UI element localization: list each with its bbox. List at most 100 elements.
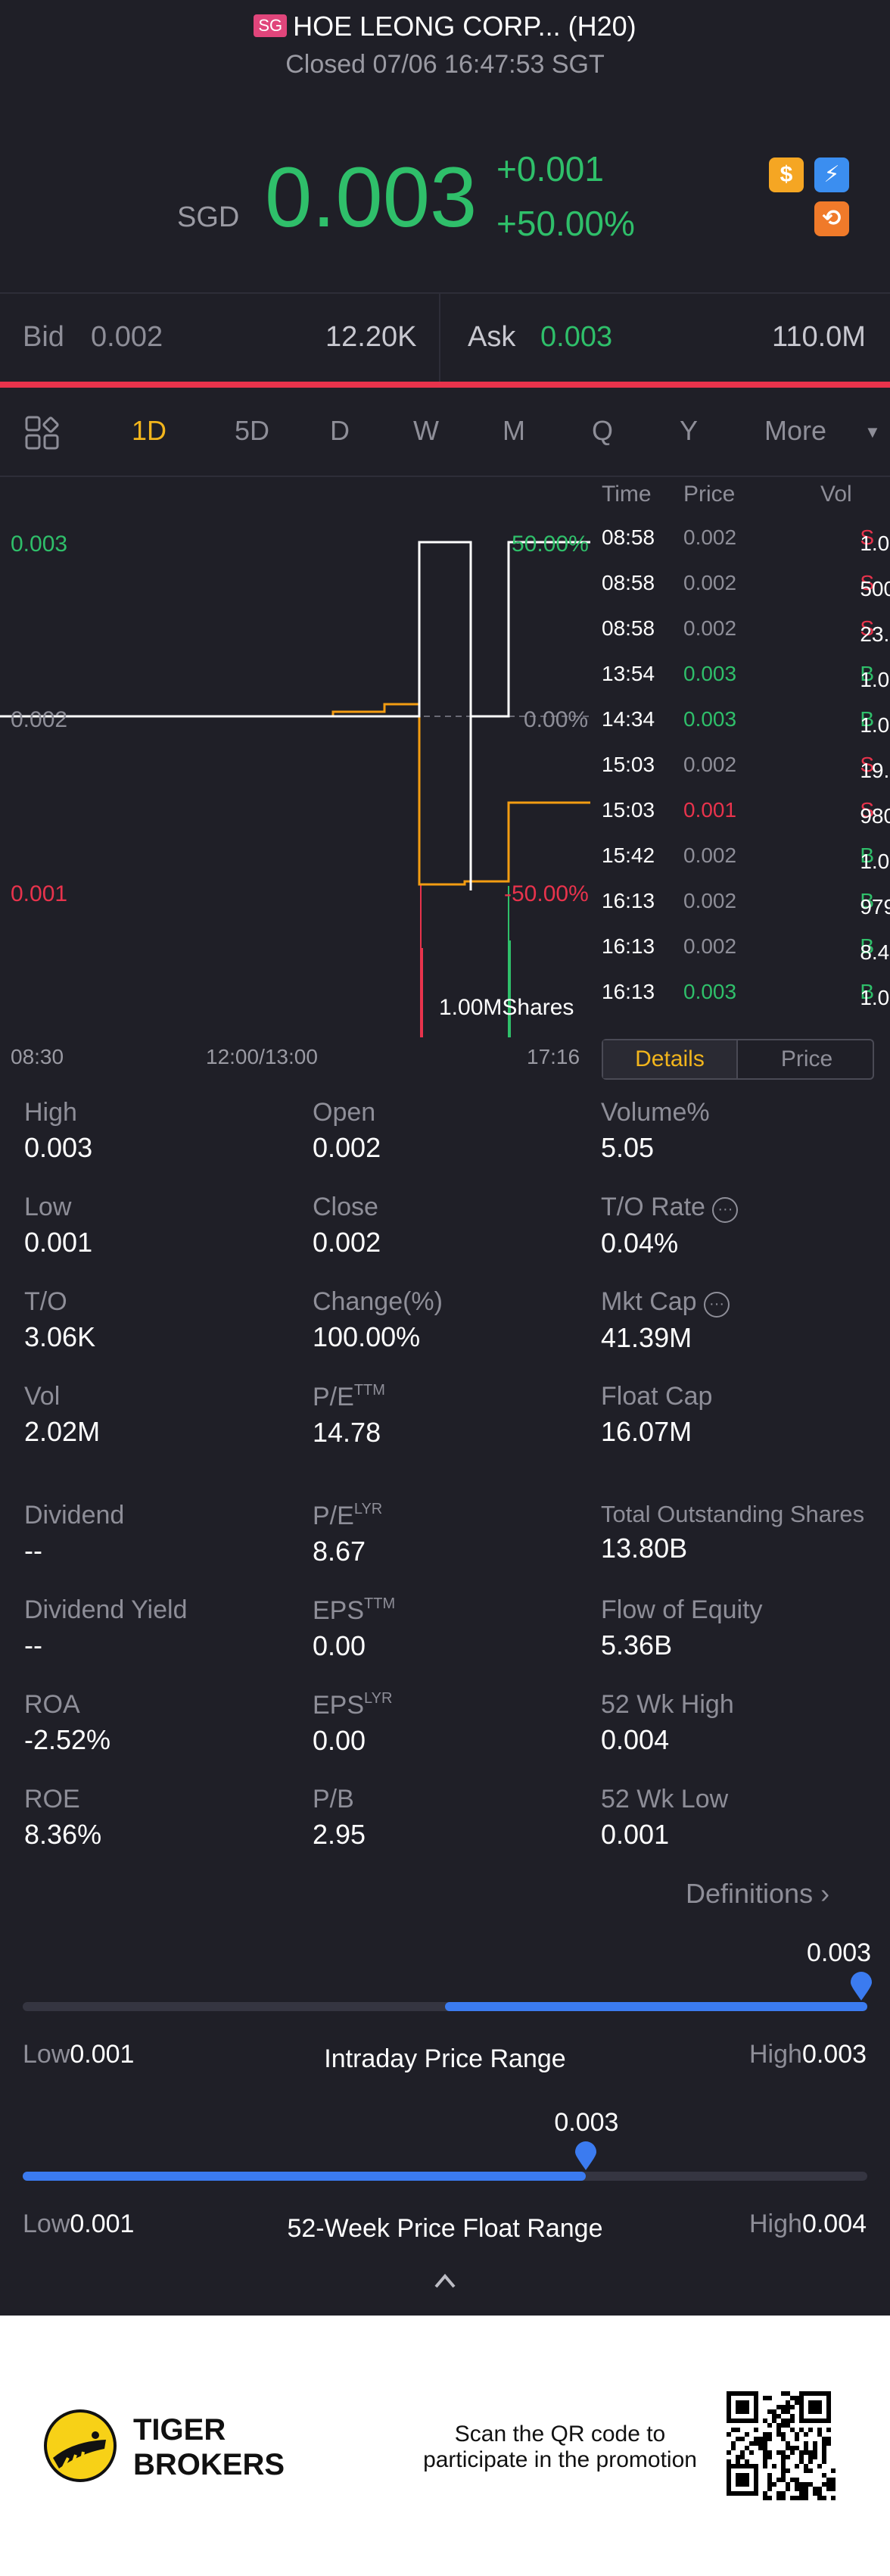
ask-label: Ask bbox=[468, 321, 516, 353]
trade-time: 08:58 bbox=[602, 525, 655, 549]
tab-m[interactable]: M bbox=[503, 415, 525, 446]
trade-price: 0.001 bbox=[683, 798, 737, 822]
stat-52wk-low: 52 Wk Low 0.001 bbox=[601, 1785, 729, 1850]
volume-bar bbox=[421, 948, 423, 1037]
bid-price: 0.002 bbox=[91, 321, 163, 353]
period-tabs: 1D 5D D W M Q Y More ▼ bbox=[0, 392, 890, 474]
trades-header-time: Time bbox=[602, 482, 652, 507]
definitions-link[interactable]: Definitions › bbox=[686, 1878, 830, 1909]
stat-dividend: Dividend -- bbox=[24, 1501, 125, 1566]
trade-row: 16:13 0.003 1.00KB bbox=[602, 974, 890, 1019]
chevron-down-icon[interactable]: ▼ bbox=[864, 423, 881, 441]
trade-time: 08:58 bbox=[602, 571, 655, 594]
trade-row: 08:58 0.002 1.00KS bbox=[602, 519, 890, 565]
ask-size: 110.0M bbox=[772, 321, 866, 353]
week52-current-label: 0.003 bbox=[554, 2108, 619, 2137]
trade-vol: 980.4KS bbox=[860, 798, 890, 828]
chevron-up-icon[interactable] bbox=[433, 2272, 457, 2290]
lightning-icon[interactable]: ⚡ bbox=[814, 157, 849, 192]
grid-layout-icon[interactable] bbox=[24, 415, 61, 451]
tab-1d[interactable]: 1D bbox=[132, 415, 167, 446]
trade-price: 0.002 bbox=[683, 753, 737, 776]
tab-d[interactable]: D bbox=[330, 415, 350, 446]
average-price-line bbox=[0, 703, 590, 886]
market-status: Closed 07/06 16:47:53 SGT bbox=[285, 50, 605, 79]
stat-dividend-yield: Dividend Yield -- bbox=[24, 1595, 188, 1661]
trade-time: 08:58 bbox=[602, 616, 655, 640]
trade-row: 16:13 0.002 8.40KB bbox=[602, 928, 890, 974]
tab-q[interactable]: Q bbox=[592, 415, 614, 446]
y-tick-low: 0.001 bbox=[11, 881, 68, 906]
intraday-current-label: 0.003 bbox=[807, 1938, 872, 1967]
trade-time: 14:34 bbox=[602, 707, 655, 731]
trade-row: 08:58 0.002 23.90KS bbox=[602, 610, 890, 656]
divider bbox=[0, 292, 890, 294]
trade-row: 08:58 0.002 500 S bbox=[602, 565, 890, 610]
volume-max-label: 1.00MShares bbox=[439, 995, 574, 1020]
stat-pe-ttm: P/ETTM 14.78 bbox=[313, 1382, 385, 1448]
tab-price[interactable]: Price bbox=[780, 1046, 833, 1071]
intraday-chart[interactable] bbox=[0, 477, 598, 1037]
trade-vol: 23.90KS bbox=[860, 616, 890, 646]
stat-to: T/O 3.06K bbox=[24, 1287, 96, 1352]
chevron-right-icon: › bbox=[820, 1878, 830, 1909]
currency-label: SGD bbox=[177, 201, 240, 233]
dollar-icon[interactable]: $ bbox=[769, 157, 804, 192]
location-pin-icon bbox=[575, 2141, 597, 2170]
tab-more[interactable]: More bbox=[764, 415, 827, 446]
trade-price: 0.002 bbox=[683, 844, 737, 867]
trade-row: 14:34 0.003 1.00KB bbox=[602, 701, 890, 747]
info-icon[interactable]: ··· bbox=[704, 1292, 730, 1318]
bid-ask-bar: Bid 0.002 12.20K Ask 0.003 110.0M bbox=[0, 294, 890, 383]
brand-name: TIGER BROKERS bbox=[133, 2413, 285, 2481]
trade-price: 0.002 bbox=[683, 571, 737, 594]
trade-price: 0.002 bbox=[683, 616, 737, 640]
last-price: 0.003 bbox=[265, 150, 478, 245]
intraday-range-title: Intraday Price Range bbox=[324, 2044, 566, 2073]
bid-size: 12.20K bbox=[325, 321, 417, 353]
trade-time: 16:13 bbox=[602, 889, 655, 912]
tab-y[interactable]: Y bbox=[680, 415, 699, 446]
intraday-range-fill bbox=[445, 2002, 867, 2011]
bid-label: Bid bbox=[23, 321, 64, 353]
trade-vol: 1.00KS bbox=[860, 525, 890, 555]
price-change-pct: +50.00% bbox=[496, 204, 635, 243]
trade-price: 0.002 bbox=[683, 889, 737, 912]
stat-eps-ttm: EPSTTM 0.00 bbox=[313, 1595, 396, 1661]
stat-change-pct: Change(%) 100.00% bbox=[313, 1287, 443, 1352]
exchange-icon[interactable]: ⟲ bbox=[814, 201, 849, 236]
week52-range-fill bbox=[23, 2172, 587, 2181]
pct-tick-high: 50.00% bbox=[512, 532, 589, 557]
price-change: +0.001 bbox=[496, 149, 604, 189]
trade-vol: 8.40KB bbox=[860, 934, 890, 964]
trade-price: 0.002 bbox=[683, 934, 737, 958]
pct-tick-low: -50.00% bbox=[504, 881, 589, 906]
trade-row: 15:03 0.001 980.4KS bbox=[602, 792, 890, 837]
trade-time: 16:13 bbox=[602, 934, 655, 958]
stat-float-cap: Float Cap 16.07M bbox=[601, 1382, 713, 1447]
stat-close: Close 0.002 bbox=[313, 1193, 381, 1258]
stat-to-rate: T/O Rate ··· 0.04% bbox=[601, 1193, 873, 1259]
stat-low: Low 0.001 bbox=[24, 1193, 93, 1258]
trade-time: 15:03 bbox=[602, 753, 655, 776]
bid-ask-separator bbox=[439, 294, 440, 383]
market-badge: SG bbox=[254, 14, 288, 37]
info-icon[interactable]: ··· bbox=[712, 1197, 739, 1223]
y-tick-mid: 0.002 bbox=[11, 707, 68, 732]
promo-text: Scan the QR code to participate in the pr… bbox=[423, 2422, 697, 2472]
tab-details[interactable]: Details bbox=[603, 1040, 738, 1078]
detail-tabs: Details Price bbox=[602, 1039, 874, 1080]
stock-title: SG HOE LEONG CORP... (H20) bbox=[0, 11, 890, 42]
ask-price: 0.003 bbox=[540, 321, 613, 353]
stat-vol: Vol 2.02M bbox=[24, 1382, 101, 1447]
pct-tick-mid: 0.00% bbox=[524, 707, 589, 732]
tab-w[interactable]: W bbox=[413, 415, 439, 446]
volume-bar bbox=[509, 940, 511, 1037]
stat-52wk-high: 52 Wk High 0.004 bbox=[601, 1690, 734, 1755]
qr-code-icon[interactable] bbox=[725, 2390, 837, 2502]
tab-5d[interactable]: 5D bbox=[235, 415, 270, 446]
promo-footer: TIGER BROKERS Scan the QR code to particip… bbox=[0, 2316, 890, 2576]
price-color-bar bbox=[0, 382, 890, 388]
y-tick-high: 0.003 bbox=[11, 532, 68, 557]
stat-open: Open 0.002 bbox=[313, 1098, 381, 1163]
